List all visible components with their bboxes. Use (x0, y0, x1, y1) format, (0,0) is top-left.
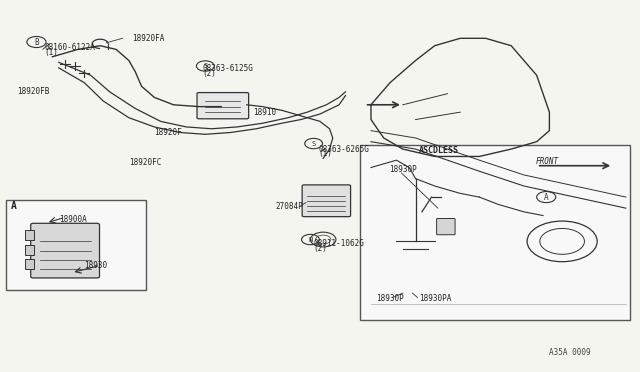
FancyBboxPatch shape (197, 93, 248, 119)
Text: 08363-6265G: 08363-6265G (319, 145, 370, 154)
Text: (2): (2) (314, 244, 328, 253)
Text: 18920F: 18920F (154, 128, 182, 137)
Text: 18930PA: 18930PA (419, 294, 451, 303)
FancyBboxPatch shape (25, 260, 34, 269)
Text: ASCDLESS: ASCDLESS (419, 146, 459, 155)
Text: FRONT: FRONT (536, 157, 559, 166)
Text: 18930P: 18930P (389, 165, 417, 174)
FancyBboxPatch shape (31, 223, 100, 278)
FancyBboxPatch shape (302, 185, 351, 217)
Text: 18900A: 18900A (59, 215, 86, 224)
Text: 08363-6125G: 08363-6125G (202, 64, 253, 73)
Text: 08911-1062G: 08911-1062G (314, 239, 365, 248)
FancyBboxPatch shape (25, 245, 34, 255)
FancyBboxPatch shape (25, 230, 34, 240)
Text: B: B (34, 38, 39, 46)
Text: (2): (2) (202, 69, 216, 78)
Text: 18930P: 18930P (376, 294, 404, 303)
Text: 18920FA: 18920FA (132, 34, 164, 43)
Text: 18920FC: 18920FC (129, 157, 161, 167)
Text: S: S (203, 63, 207, 69)
FancyBboxPatch shape (6, 200, 146, 290)
Text: A: A (544, 193, 548, 202)
Text: A: A (11, 201, 17, 211)
Text: 18920FB: 18920FB (17, 87, 50, 96)
Text: (1): (1) (319, 150, 333, 158)
Text: A35A 0009: A35A 0009 (549, 348, 591, 357)
Text: 08160-6122A: 08160-6122A (45, 43, 95, 52)
Text: 18930: 18930 (84, 261, 108, 270)
FancyBboxPatch shape (436, 218, 455, 235)
Text: S: S (312, 141, 316, 147)
Text: N: N (308, 237, 312, 243)
Text: 18910: 18910 (253, 108, 276, 117)
Text: 27084P: 27084P (275, 202, 303, 211)
FancyBboxPatch shape (360, 145, 630, 320)
Text: (1): (1) (45, 48, 59, 57)
